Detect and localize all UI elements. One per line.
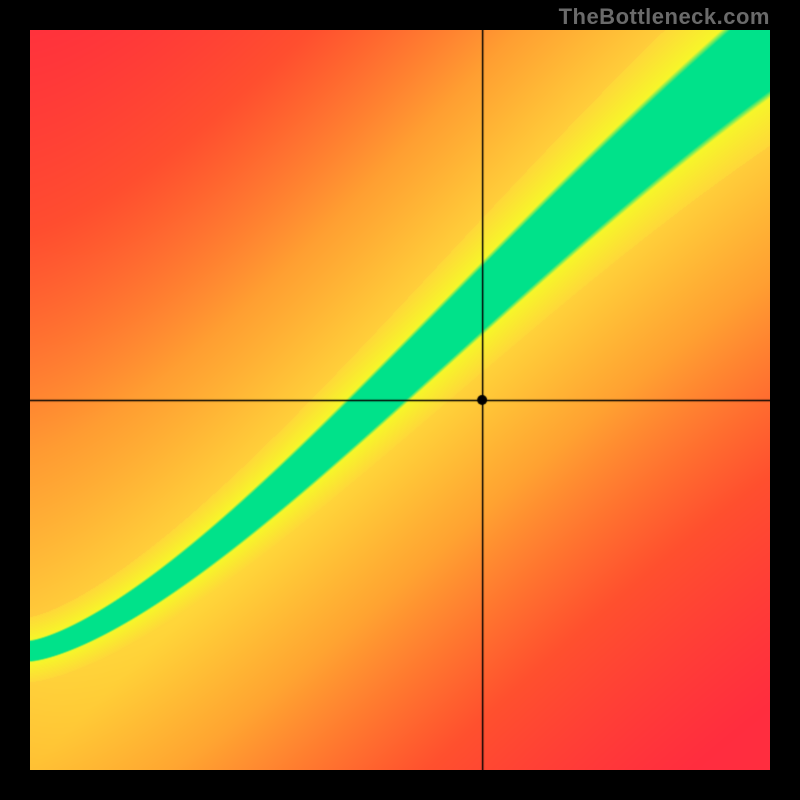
watermark-text: TheBottleneck.com <box>559 4 770 30</box>
plot-area <box>30 30 770 770</box>
bottleneck-heatmap <box>30 30 770 770</box>
